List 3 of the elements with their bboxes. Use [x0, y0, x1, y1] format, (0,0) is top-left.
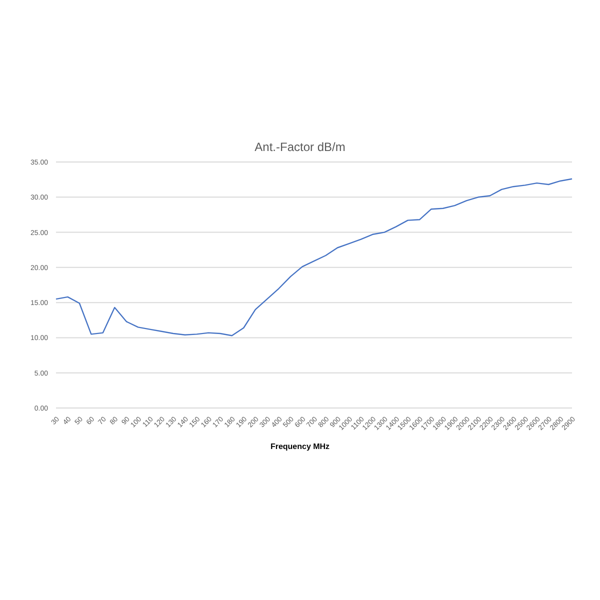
chart-title: Ant.-Factor dB/m [254, 140, 346, 154]
x-axis-title: Frequency MHz [269, 442, 331, 451]
line-series [55, 178, 573, 336]
